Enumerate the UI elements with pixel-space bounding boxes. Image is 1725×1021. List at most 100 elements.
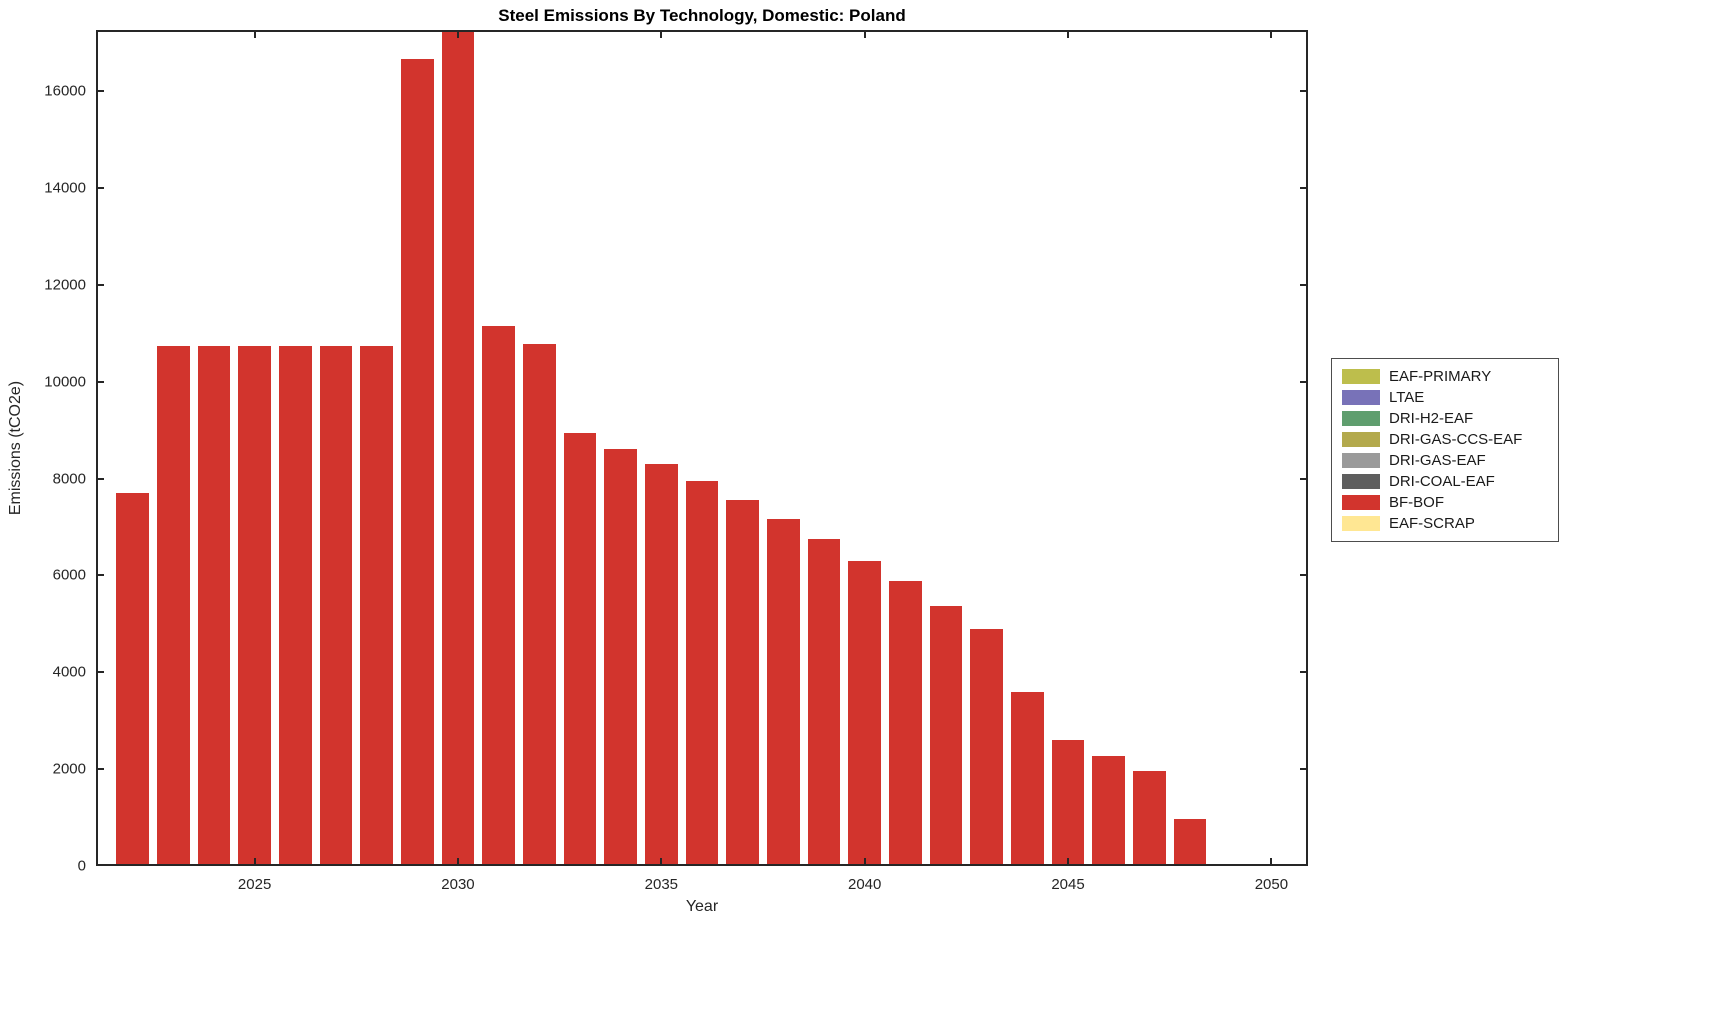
x-tick-mark-top xyxy=(1270,30,1273,38)
bar-2036 xyxy=(685,480,719,866)
legend-swatch xyxy=(1342,474,1380,489)
x-tick-mark-top xyxy=(456,30,459,38)
legend-label: BF-BOF xyxy=(1389,494,1444,511)
x-tick-mark-top xyxy=(1067,30,1070,38)
x-tick-label-2040: 2040 xyxy=(847,876,882,893)
bar-2024 xyxy=(197,346,231,866)
bar-2047 xyxy=(1133,771,1166,866)
x-tick-mark xyxy=(253,858,256,866)
y-tick-label-4000: 4000 xyxy=(52,663,86,681)
legend-swatch xyxy=(1342,369,1380,384)
bar-2030 xyxy=(441,30,475,866)
bar-2026 xyxy=(278,346,312,866)
chart-title: Steel Emissions By Technology, Domestic:… xyxy=(498,6,906,25)
x-tick-mark-top xyxy=(253,30,256,38)
bar-2045 xyxy=(1051,740,1085,866)
legend-swatch xyxy=(1342,453,1380,468)
x-tick-mark xyxy=(863,858,866,866)
bar-2034 xyxy=(604,448,637,866)
x-tick-label-2025: 2025 xyxy=(237,876,272,893)
legend-swatch xyxy=(1342,516,1380,531)
x-tick-label-2045: 2045 xyxy=(1051,876,1085,893)
y-tick-mark xyxy=(96,186,104,189)
bar-2023 xyxy=(156,346,190,866)
bar-2029 xyxy=(401,59,434,866)
bar-2042 xyxy=(929,605,963,866)
y-axis-label: Emissions (tCO2e) xyxy=(7,380,24,516)
bar-2032 xyxy=(523,343,556,866)
y-tick-mark xyxy=(96,574,104,577)
y-tick-mark-right xyxy=(1300,768,1308,771)
legend-label: DRI-H2-EAF xyxy=(1389,410,1474,427)
y-tick-mark-right xyxy=(1300,865,1308,866)
legend-swatch xyxy=(1342,390,1380,405)
legend-label: EAF-SCRAP xyxy=(1389,515,1475,532)
legend-item-dri-coal-eaf: DRI-COAL-EAF xyxy=(1342,471,1548,492)
legend-item-eaf-primary: EAF-PRIMARY xyxy=(1342,366,1548,387)
y-tick-mark-right xyxy=(1300,380,1308,383)
legend-label: DRI-GAS-EAF xyxy=(1389,452,1486,469)
bar-2025 xyxy=(238,346,271,866)
x-tick-mark-top xyxy=(863,30,866,38)
y-tick-mark-right xyxy=(1300,477,1308,480)
legend-swatch xyxy=(1342,411,1380,426)
legend-label: LTAE xyxy=(1389,389,1425,406)
y-tick-mark xyxy=(96,768,104,771)
legend-label: DRI-COAL-EAF xyxy=(1389,473,1495,490)
x-tick-mark xyxy=(456,858,459,866)
y-tick-mark-right xyxy=(1300,186,1308,189)
y-tick-mark-right xyxy=(1300,574,1308,577)
y-tick-label-6000: 6000 xyxy=(52,566,86,584)
bar-2043 xyxy=(970,629,1003,866)
x-tick-mark-top xyxy=(660,30,663,38)
bar-2031 xyxy=(482,325,515,866)
bar-2027 xyxy=(319,346,353,866)
bar-2035 xyxy=(645,463,678,866)
x-tick-mark xyxy=(660,858,663,866)
bar-2039 xyxy=(807,539,841,866)
bar-2040 xyxy=(848,560,881,866)
y-tick-mark-right xyxy=(1300,283,1308,286)
y-tick-label-16000: 16000 xyxy=(44,82,86,100)
legend-swatch xyxy=(1342,495,1380,510)
bar-2022 xyxy=(116,493,149,866)
legend-item-dri-gas-eaf: DRI-GAS-EAF xyxy=(1342,450,1548,471)
x-tick-label-2030: 2030 xyxy=(441,876,475,893)
y-tick-mark xyxy=(96,865,104,866)
x-tick-mark xyxy=(1067,858,1070,866)
y-tick-mark-right xyxy=(1300,90,1308,93)
bar-2048 xyxy=(1173,819,1207,866)
legend: EAF-PRIMARY LTAE DRI-H2-EAF DRI-GAS-CCS-EAF… xyxy=(1331,358,1559,542)
y-tick-mark xyxy=(96,477,104,480)
y-tick-mark xyxy=(96,90,104,93)
legend-swatch xyxy=(1342,432,1380,447)
y-tick-label-12000: 12000 xyxy=(44,276,86,294)
y-tick-mark-right xyxy=(1300,671,1308,674)
legend-item-eaf-scrap: EAF-SCRAP xyxy=(1342,513,1548,534)
bar-2028 xyxy=(360,346,393,866)
plot-area xyxy=(96,30,1308,866)
y-tick-label-10000: 10000 xyxy=(44,373,86,391)
legend-item-dri-gas-ccs-eaf: DRI-GAS-CCS-EAF xyxy=(1342,429,1548,450)
x-tick-label-2050: 2050 xyxy=(1254,876,1289,893)
bar-2046 xyxy=(1092,756,1125,866)
legend-item-bf-bof: BF-BOF xyxy=(1342,492,1548,513)
y-tick-label-2000: 2000 xyxy=(52,760,86,778)
legend-item-dri-h2-eaf: DRI-H2-EAF xyxy=(1342,408,1548,429)
y-tick-label-14000: 14000 xyxy=(44,179,86,197)
y-tick-mark xyxy=(96,380,104,383)
y-tick-mark xyxy=(96,283,104,286)
legend-label: DRI-GAS-CCS-EAF xyxy=(1389,431,1523,448)
bar-2038 xyxy=(767,519,800,866)
x-axis-label: Year xyxy=(685,898,719,915)
x-tick-label-2035: 2035 xyxy=(644,876,679,893)
y-tick-label-8000: 8000 xyxy=(52,470,86,487)
bar-2037 xyxy=(726,499,759,866)
legend-label: EAF-PRIMARY xyxy=(1389,368,1492,385)
x-tick-mark xyxy=(1270,858,1273,866)
bar-2033 xyxy=(563,432,597,866)
legend-item-ltae: LTAE xyxy=(1342,387,1548,408)
y-tick-label-0: 0 xyxy=(77,857,86,875)
bar-2041 xyxy=(889,581,922,866)
